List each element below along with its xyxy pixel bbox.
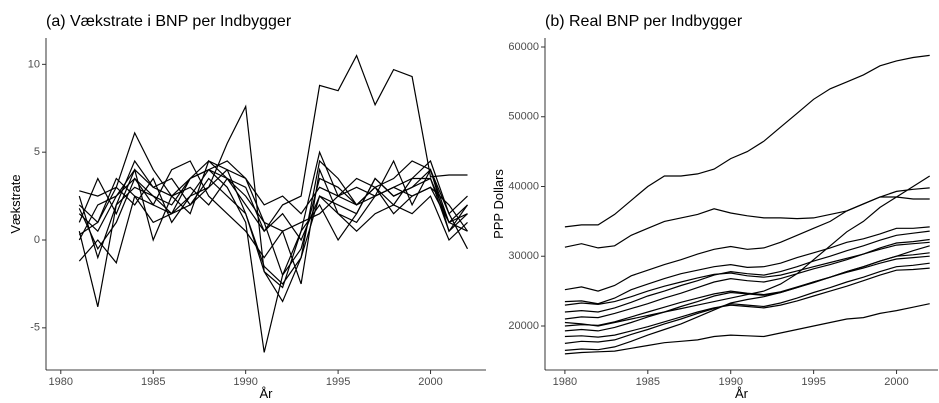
y-tick-label: 10 bbox=[28, 58, 40, 70]
series-line bbox=[78, 160, 469, 353]
y-tick-label: 5 bbox=[34, 146, 40, 158]
y-axis-label: PPP Dollars bbox=[491, 169, 506, 239]
series-line bbox=[78, 168, 468, 224]
series-line bbox=[564, 255, 930, 327]
series-line bbox=[78, 104, 468, 303]
x-tick-label: 1990 bbox=[233, 376, 257, 388]
panel-title: (a) Vækstrate i BNP per Indbygger bbox=[46, 13, 292, 30]
x-tick-label: 1995 bbox=[801, 376, 825, 388]
series-line bbox=[79, 159, 468, 232]
y-tick-label: 40000 bbox=[508, 180, 539, 192]
series-line bbox=[564, 262, 930, 344]
series-line bbox=[564, 241, 930, 306]
y-tick-label: 30000 bbox=[508, 250, 539, 262]
series-line bbox=[78, 54, 468, 260]
x-tick-label: 2000 bbox=[884, 376, 908, 388]
y-axis-label: Vækstrate bbox=[8, 174, 23, 233]
series-line bbox=[78, 168, 468, 289]
series-line bbox=[564, 187, 930, 292]
y-tick-label: 60000 bbox=[508, 41, 539, 53]
x-tick-label: 1995 bbox=[326, 376, 350, 388]
x-tick-label: 1990 bbox=[718, 376, 742, 388]
series-line bbox=[564, 230, 930, 313]
y-tick-label: 0 bbox=[34, 234, 40, 246]
x-tick-label: 1980 bbox=[553, 376, 577, 388]
x-tick-label: 1985 bbox=[636, 376, 660, 388]
series-line bbox=[564, 54, 930, 228]
series-line bbox=[564, 245, 930, 351]
x-axis-label: År bbox=[735, 386, 749, 401]
series-line bbox=[564, 175, 931, 327]
panel-title: (b) Real BNP per Indbygger bbox=[545, 13, 743, 30]
y-tick-label: -5 bbox=[30, 322, 40, 334]
series-line bbox=[78, 159, 468, 285]
series-line bbox=[564, 303, 930, 355]
y-tick-label: 20000 bbox=[508, 320, 539, 332]
x-tick-label: 2000 bbox=[418, 376, 442, 388]
x-tick-label: 1985 bbox=[141, 376, 165, 388]
x-axis-label: År bbox=[260, 386, 274, 401]
x-tick-label: 1980 bbox=[49, 376, 73, 388]
series-line bbox=[564, 267, 930, 338]
series-line bbox=[78, 160, 468, 285]
series-line bbox=[564, 226, 930, 305]
y-tick-label: 50000 bbox=[508, 111, 539, 123]
series-line bbox=[78, 150, 468, 277]
series-line bbox=[78, 131, 468, 242]
series-line bbox=[564, 196, 930, 249]
